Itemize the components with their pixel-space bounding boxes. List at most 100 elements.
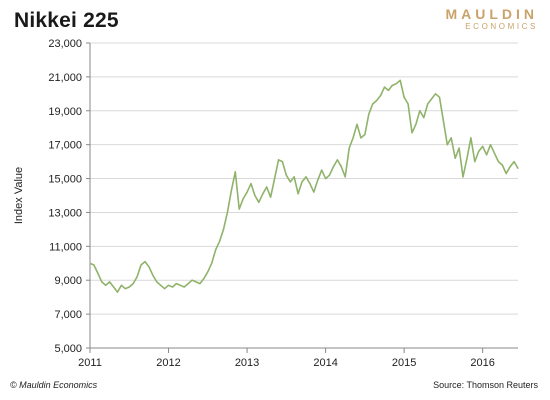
data-point: [156, 281, 158, 283]
data-point: [211, 262, 213, 264]
data-point: [199, 283, 201, 285]
data-point: [419, 110, 421, 112]
data-point: [113, 286, 115, 288]
x-tick-label: 2014: [313, 357, 337, 369]
data-point: [466, 157, 468, 159]
data-point: [431, 98, 433, 100]
copyright-footer: © Mauldin Economics: [10, 380, 98, 390]
x-tick-label: 2016: [470, 357, 494, 369]
data-point: [399, 79, 401, 81]
axes: [89, 43, 518, 349]
data-point: [493, 152, 495, 154]
source-footer: Source: Thomson Reuters: [433, 380, 538, 390]
data-point: [489, 144, 492, 146]
chart-title: Nikkei 225: [14, 9, 119, 32]
y-axis-ticks: 5,000 7,000 9,000 11,000 13,000 15,000 17,000 1…: [48, 38, 90, 355]
data-point: [411, 132, 413, 134]
data-point: [97, 272, 99, 274]
data-point: [171, 286, 174, 288]
data-point: [258, 201, 260, 203]
data-point: [195, 281, 197, 283]
data-point: [513, 161, 515, 163]
data-point: [340, 166, 342, 168]
data-point: [274, 178, 276, 180]
data-point: [124, 288, 126, 290]
data-point: [470, 137, 472, 139]
data-point: [478, 150, 480, 152]
nikkei-series-line: [89, 79, 519, 293]
x-tick-label: 2012: [156, 357, 180, 369]
data-point: [360, 137, 362, 139]
data-point: [234, 171, 236, 173]
data-point: [116, 291, 119, 293]
data-point: [140, 264, 142, 266]
data-point: [242, 198, 244, 200]
data-point: [313, 191, 315, 193]
data-point: [175, 283, 177, 285]
data-point: [297, 193, 299, 195]
y-tick-label: 21,000: [48, 72, 82, 84]
data-point: [423, 117, 425, 119]
data-point: [336, 159, 338, 161]
data-point: [262, 193, 264, 195]
x-tick-label: 2013: [235, 357, 259, 369]
data-point: [246, 191, 248, 193]
y-tick-label: 11,000: [49, 241, 82, 253]
data-point: [152, 274, 154, 276]
data-point: [219, 240, 221, 242]
data-point: [203, 277, 205, 280]
data-point: [277, 159, 280, 161]
data-point: [167, 284, 170, 286]
data-point: [325, 178, 327, 180]
data-point: [415, 123, 417, 125]
data-point: [352, 137, 354, 139]
data-point: [238, 208, 240, 210]
data-point: [179, 284, 181, 286]
data-point: [446, 144, 448, 146]
data-point: [332, 166, 334, 168]
data-point: [144, 261, 146, 263]
y-tick-label: 5,000: [54, 343, 82, 355]
data-point: [438, 96, 441, 98]
data-point: [191, 279, 193, 281]
data-point: [226, 211, 228, 213]
y-tick-label: 23,000: [48, 38, 82, 50]
gridlines: [90, 42, 518, 315]
data-point: [356, 123, 358, 125]
data-point: [517, 167, 519, 169]
data-point: [309, 183, 311, 185]
data-point: [254, 194, 256, 197]
data-point: [348, 147, 350, 149]
series-group: [89, 79, 519, 293]
data-point: [105, 284, 107, 286]
data-point: [387, 89, 389, 91]
y-tick-label: 13,000: [48, 207, 82, 219]
data-point: [293, 176, 295, 178]
data-point: [101, 281, 103, 283]
data-point: [222, 228, 225, 230]
data-point: [497, 161, 499, 163]
data-point: [289, 181, 291, 183]
data-point: [403, 96, 405, 98]
data-point: [407, 103, 409, 105]
y-axis-label: Index Value: [13, 167, 25, 224]
data-point: [270, 196, 272, 198]
data-point: [454, 157, 456, 159]
data-point: [132, 283, 134, 285]
data-point: [458, 147, 460, 149]
data-point: [128, 286, 130, 288]
data-point: [383, 86, 386, 88]
data-point: [317, 179, 319, 181]
data-point: [395, 83, 397, 85]
data-point: [164, 288, 166, 290]
data-point: [89, 262, 91, 264]
data-point: [368, 113, 370, 115]
y-tick-label: 19,000: [48, 106, 82, 118]
data-point: [391, 84, 393, 86]
data-point: [160, 284, 162, 286]
data-point: [427, 103, 429, 105]
data-point: [328, 174, 331, 176]
data-point: [120, 284, 122, 286]
x-tick-label: 2015: [392, 357, 416, 369]
